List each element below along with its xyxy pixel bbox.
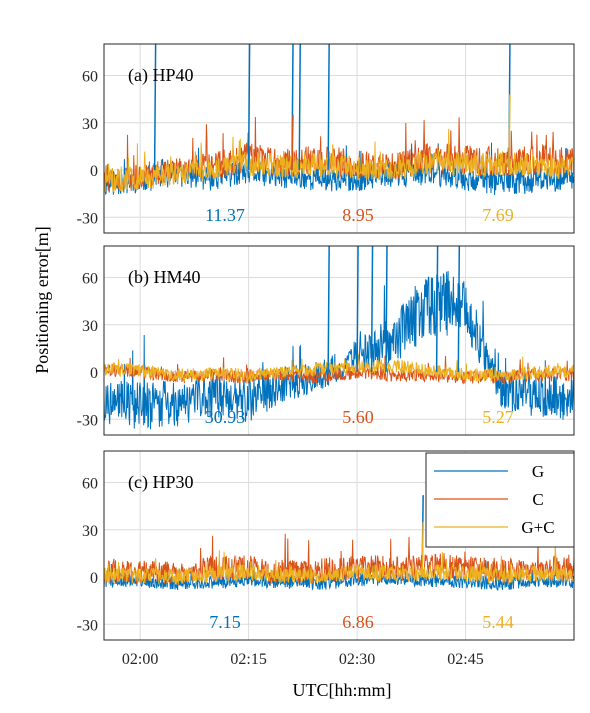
y-tick-label: 30 (82, 318, 98, 335)
series-line-c (104, 355, 574, 385)
spike-mark (327, 246, 330, 373)
y-tick-label: -30 (77, 412, 98, 429)
y-tick-label: 0 (90, 163, 98, 180)
spike-mark (327, 44, 330, 171)
panel-label: (a) HP40 (128, 65, 194, 86)
x-axis-label: UTC[hh:mm] (293, 680, 392, 700)
annotation-value: 5.44 (482, 612, 514, 632)
spike-mark (435, 246, 439, 373)
legend-label: G+C (521, 518, 554, 537)
legend-label: C (532, 490, 543, 509)
annotation-value: 30.93 (205, 407, 246, 427)
spike-mark (291, 114, 294, 171)
spike-mark (153, 44, 157, 171)
spike-mark (370, 246, 374, 373)
y-tick-label: 30 (82, 116, 98, 133)
annotation-value: 5.27 (482, 407, 514, 427)
y-tick-label: 0 (90, 570, 98, 587)
y-tick-label: -30 (77, 617, 98, 634)
spike-mark (298, 44, 301, 171)
annotation-value: 6.86 (342, 612, 374, 632)
spike-mark (508, 94, 511, 171)
x-tick-label: 02:45 (447, 651, 483, 668)
annotation-value: 7.69 (482, 205, 514, 225)
legend-label: G (532, 462, 544, 481)
panel-label: (b) HM40 (128, 267, 201, 288)
y-tick-label: 60 (82, 476, 98, 493)
legend: GC G+C (425, 452, 575, 548)
spike-mark (457, 246, 461, 373)
axes-frame (103, 245, 575, 436)
x-tick-label: 02:15 (230, 651, 266, 668)
annotation-value: 5.60 (342, 407, 374, 427)
annotation-value: 11.37 (205, 205, 245, 225)
panel-label: (c) HP30 (128, 472, 194, 493)
y-axis-label: Positioning error[m] (32, 226, 52, 373)
spike-mark (421, 521, 424, 578)
annotation-value: 8.95 (342, 205, 374, 225)
legend-box (425, 452, 575, 548)
x-tick-label: 02:30 (339, 651, 375, 668)
panel-1: 60 30 0 -30 (a) HP40 11.37 8.95 7.69 (77, 43, 575, 234)
spike-mark (385, 246, 388, 373)
series-line-gplusc (104, 545, 574, 585)
panels-group: 60 30 0 -30 (a) HP40 11.37 8.95 7.69 60 30 0 -30 (b)… (77, 43, 575, 668)
spike-mark (356, 246, 359, 373)
series-line-gplusc (104, 351, 574, 383)
spike-mark (247, 44, 251, 171)
y-tick-label: 30 (82, 523, 98, 540)
axes-frame (103, 43, 575, 234)
y-tick-label: 60 (82, 69, 98, 86)
y-tick-label: 60 (82, 271, 98, 288)
annotation-value: 7.15 (209, 612, 241, 632)
series-line-gplusc (104, 128, 574, 194)
y-tick-label: -30 (77, 210, 98, 227)
panel-2: 60 30 0 -30 (b) HM40 30.93 5.60 5.27 (77, 245, 575, 436)
y-tick-label: 0 (90, 365, 98, 382)
x-tick-label: 02:00 (122, 651, 158, 668)
